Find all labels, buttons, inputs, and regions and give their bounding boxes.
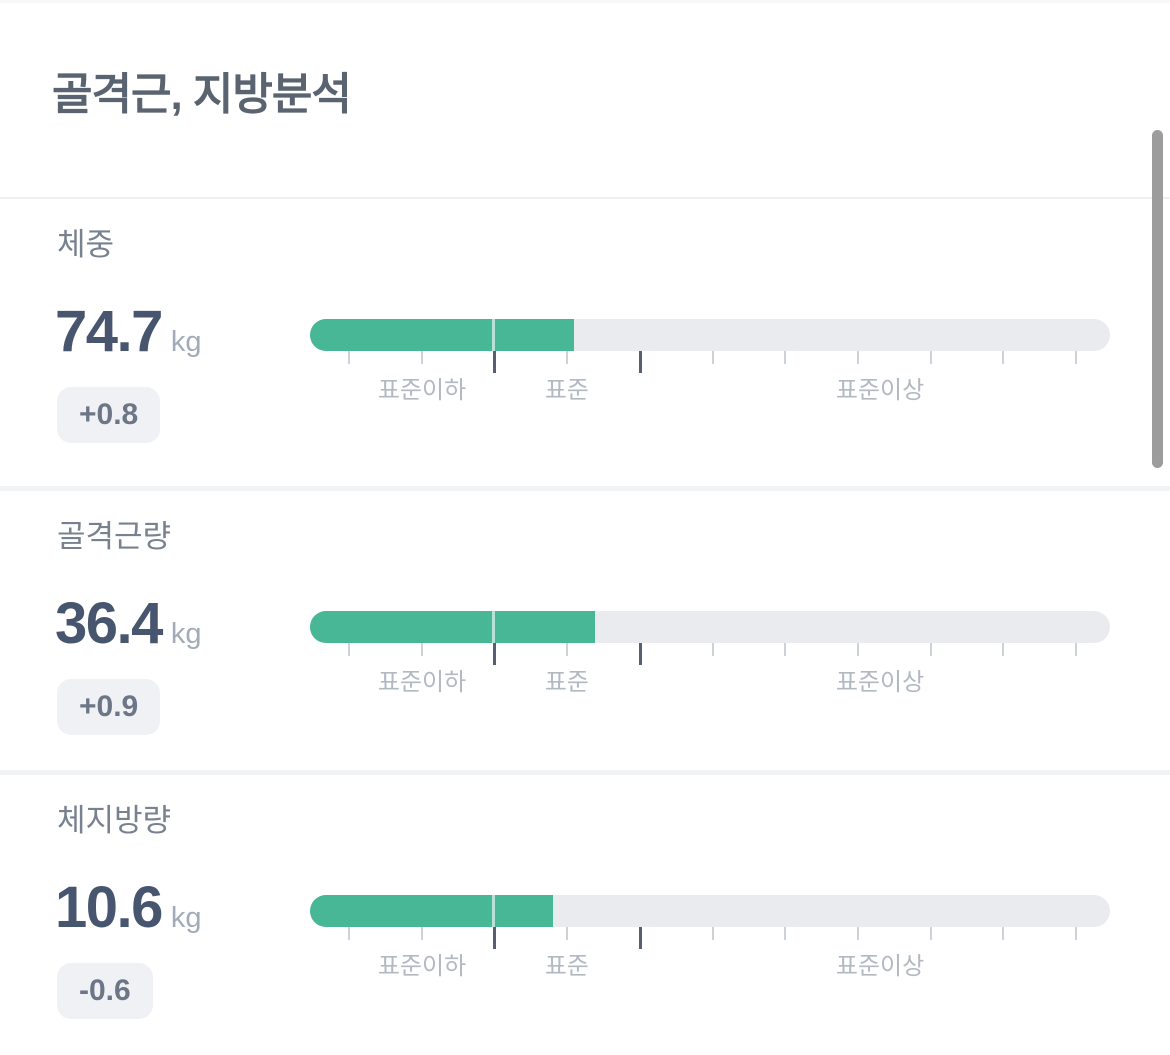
gauge-tick (566, 351, 569, 364)
standard-boundary-line (492, 611, 495, 643)
gauge-zone-label: 표준이하 (377, 953, 467, 980)
gauge-zone-label: 표준이하 (377, 669, 467, 696)
gauge-fill (310, 319, 574, 351)
range-gauge: 표준이하 표준 표준이상 (310, 611, 1110, 706)
gauge-zone-label: 표준이하 (377, 377, 467, 404)
gauge-tick (420, 351, 423, 364)
gauge-boundary-tick (493, 927, 497, 949)
vertical-scrollbar-thumb[interactable] (1152, 130, 1163, 468)
page-title: 골격근, 지방분석 (52, 70, 352, 119)
gauge-tick (420, 643, 423, 656)
gauge-tick (711, 643, 714, 656)
gauge-tick (1075, 351, 1077, 364)
gauge-zone-label: 표준 (544, 377, 589, 404)
gauge-tick (1002, 643, 1005, 656)
gauge-boundary-tick (638, 351, 642, 373)
gauge-tick (784, 927, 787, 940)
gauge-tick (348, 927, 350, 940)
gauge-zone-label: 표준이상 (835, 953, 925, 980)
gauge-tick (929, 927, 932, 940)
gauge-tick (348, 351, 350, 364)
metric-unit: kg (170, 902, 202, 934)
gauge-boundary-tick (638, 643, 642, 665)
delta-badge: -0.6 (57, 963, 153, 1019)
gauge-boundary-tick (493, 643, 497, 665)
gauge-tick (856, 927, 859, 940)
section-divider (0, 486, 1170, 491)
metric-unit: kg (170, 618, 202, 650)
metric-label: 체지방량 (57, 803, 172, 838)
gauge-tick (711, 927, 714, 940)
top-edge-divider (0, 0, 1170, 3)
metric-card-weight: 체중 74.7 kg +0.8 표준이하 표준 표준이상 (0, 199, 1170, 486)
gauge-tick (348, 643, 350, 656)
metric-value-row: 10.6 kg (55, 879, 202, 937)
gauge-ticks (310, 351, 1110, 375)
gauge-tick (784, 351, 787, 364)
delta-badge: +0.9 (57, 679, 161, 735)
gauge-tick (566, 643, 569, 656)
gauge-tick (856, 351, 859, 364)
gauge-zone-label: 표준 (544, 953, 589, 980)
metric-card-skeletal-muscle: 골격근량 36.4 kg +0.9 표준이하 표준 표준이상 (0, 491, 1170, 770)
gauge-fill (310, 611, 595, 643)
metric-value: 74.7 (55, 299, 163, 364)
metric-value-row: 74.7 kg (55, 303, 202, 361)
standard-boundary-line (492, 319, 495, 351)
gauge-tick (1002, 351, 1005, 364)
header-divider (0, 197, 1170, 199)
metric-value: 10.6 (55, 875, 163, 940)
gauge-tick (566, 927, 569, 940)
metric-value: 36.4 (55, 591, 163, 656)
standard-boundary-line (492, 895, 495, 927)
gauge-tick (420, 927, 423, 940)
section-divider (0, 770, 1170, 775)
gauge-tick (784, 643, 787, 656)
gauge-tick (856, 643, 859, 656)
gauge-zone-label: 표준이상 (835, 669, 925, 696)
gauge-boundary-tick (493, 351, 497, 373)
gauge-tick (929, 643, 932, 656)
gauge-tick (1002, 927, 1005, 940)
metric-card-body-fat: 체지방량 10.6 kg -0.6 표준이하 표준 표준이상 (0, 775, 1170, 1055)
metric-label: 체중 (57, 227, 115, 262)
range-gauge: 표준이하 표준 표준이상 (310, 319, 1110, 414)
metric-unit: kg (170, 326, 202, 358)
gauge-boundary-tick (638, 927, 642, 949)
gauge-tick (1075, 927, 1077, 940)
gauge-fill (310, 895, 554, 927)
gauge-tick (929, 351, 932, 364)
metric-value-row: 36.4 kg (55, 595, 202, 653)
gauge-ticks (310, 643, 1110, 667)
gauge-tick (1075, 643, 1077, 656)
gauge-zone-label: 표준이상 (835, 377, 925, 404)
gauge-ticks (310, 927, 1110, 951)
gauge-zone-label: 표준 (544, 669, 589, 696)
gauge-tick (711, 351, 714, 364)
delta-badge: +0.8 (57, 387, 161, 443)
range-gauge: 표준이하 표준 표준이상 (310, 895, 1110, 990)
metric-label: 골격근량 (57, 519, 172, 554)
